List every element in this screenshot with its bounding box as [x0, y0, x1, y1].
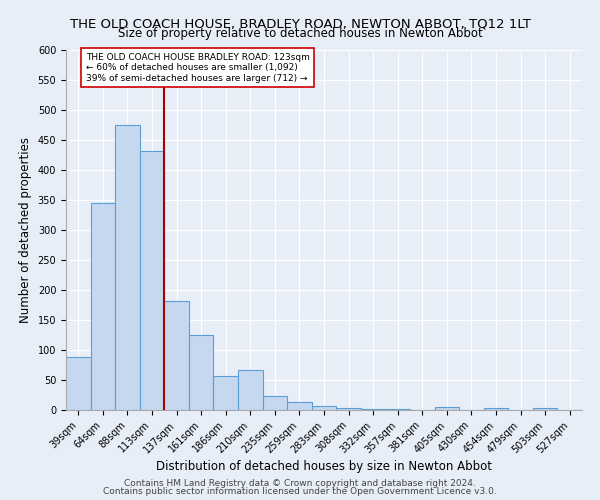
Text: Contains public sector information licensed under the Open Government Licence v3: Contains public sector information licen… [103, 487, 497, 496]
Bar [263, 396, 287, 410]
Bar [115, 125, 140, 410]
Bar [189, 335, 214, 410]
X-axis label: Distribution of detached houses by size in Newton Abbot: Distribution of detached houses by size … [156, 460, 492, 473]
Bar [312, 406, 336, 410]
Bar [164, 301, 189, 410]
Bar [66, 357, 91, 410]
Bar [238, 370, 263, 410]
Text: THE OLD COACH HOUSE, BRADLEY ROAD, NEWTON ABBOT, TQ12 1LT: THE OLD COACH HOUSE, BRADLEY ROAD, NEWTO… [70, 18, 530, 30]
Bar [91, 203, 115, 410]
Bar [484, 408, 508, 410]
Bar [336, 408, 361, 410]
Text: Size of property relative to detached houses in Newton Abbot: Size of property relative to detached ho… [118, 28, 482, 40]
Bar [214, 376, 238, 410]
Text: Contains HM Land Registry data © Crown copyright and database right 2024.: Contains HM Land Registry data © Crown c… [124, 478, 476, 488]
Bar [533, 408, 557, 410]
Bar [434, 407, 459, 410]
Bar [287, 402, 312, 410]
Y-axis label: Number of detached properties: Number of detached properties [19, 137, 32, 323]
Text: THE OLD COACH HOUSE BRADLEY ROAD: 123sqm
← 60% of detached houses are smaller (1: THE OLD COACH HOUSE BRADLEY ROAD: 123sqm… [86, 53, 310, 83]
Bar [140, 151, 164, 410]
